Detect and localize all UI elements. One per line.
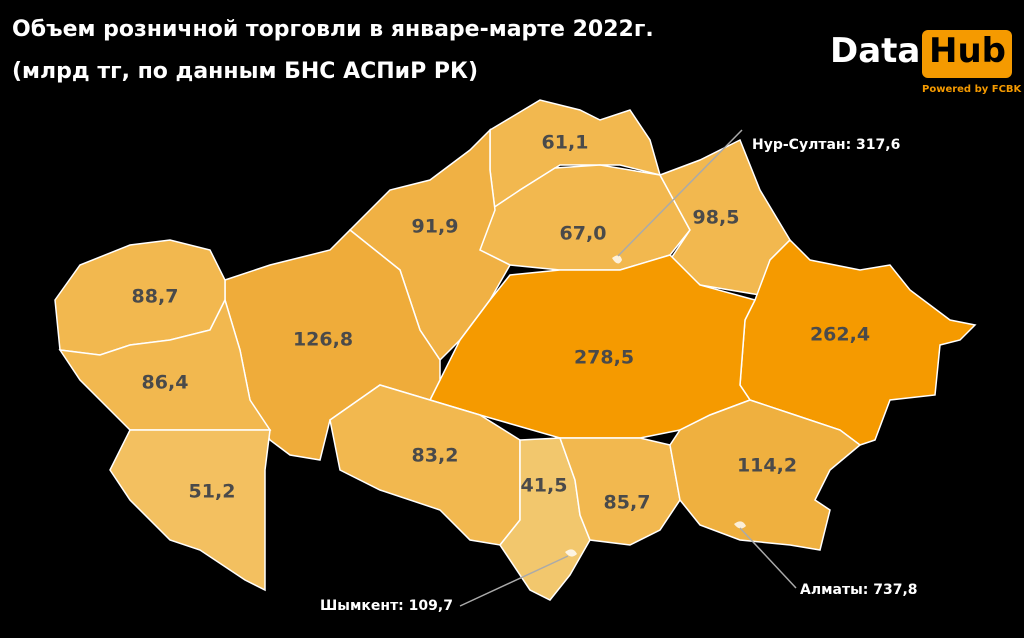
region-label: 262,4: [810, 324, 870, 346]
city-callouts: Нур-Султан: 317,6 Алматы: 737,8 Шымкент:…: [320, 129, 918, 614]
title-line: Объем розничной торговли в январе-марте …: [12, 17, 654, 42]
city-label: Нур-Султан: 317,6: [752, 137, 900, 153]
region-label: 85,7: [604, 492, 651, 514]
region: [558, 437, 681, 546]
city-shape: [565, 549, 577, 557]
city-shape: [612, 255, 622, 264]
city-label: Шымкент: 109,7: [320, 598, 453, 614]
logo: Data Hub Powered by FCBK: [830, 30, 1023, 95]
logo-highlight: Hub: [929, 31, 1006, 71]
region: [109, 429, 271, 592]
region-label: 126,8: [293, 329, 353, 351]
leader-line: [459, 555, 569, 607]
city-shape: [734, 521, 746, 529]
region-label: 98,5: [693, 207, 740, 229]
region: [58, 297, 272, 431]
region-label: 114,2: [737, 455, 797, 477]
region: [669, 399, 862, 551]
region-label: 88,7: [132, 286, 179, 308]
leader-line: [739, 527, 797, 589]
region-label: 41,5: [521, 475, 568, 497]
region-label: 91,9: [412, 216, 459, 238]
city-label: Алматы: 737,8: [800, 582, 918, 598]
title-line: (млрд тг, по данным БНС АСПиР РК): [12, 59, 478, 84]
region-label: 51,2: [189, 481, 236, 503]
region-label: 83,2: [412, 445, 459, 467]
region-label: 67,0: [560, 223, 607, 245]
logo-box: [922, 30, 1012, 78]
region-label: 86,4: [142, 372, 189, 394]
regions: [54, 99, 977, 601]
region-label: 278,5: [574, 347, 634, 369]
region-label: 61,1: [542, 132, 589, 154]
logo-brand: Data: [830, 31, 920, 71]
leader-line: [617, 129, 743, 257]
logo-tagline: Powered by FCBK: [922, 84, 1023, 95]
region-labels: 61,1 67,0 98,5 91,9 262,4 278,5 126,8 88,7 86,4 5…: [132, 132, 871, 514]
